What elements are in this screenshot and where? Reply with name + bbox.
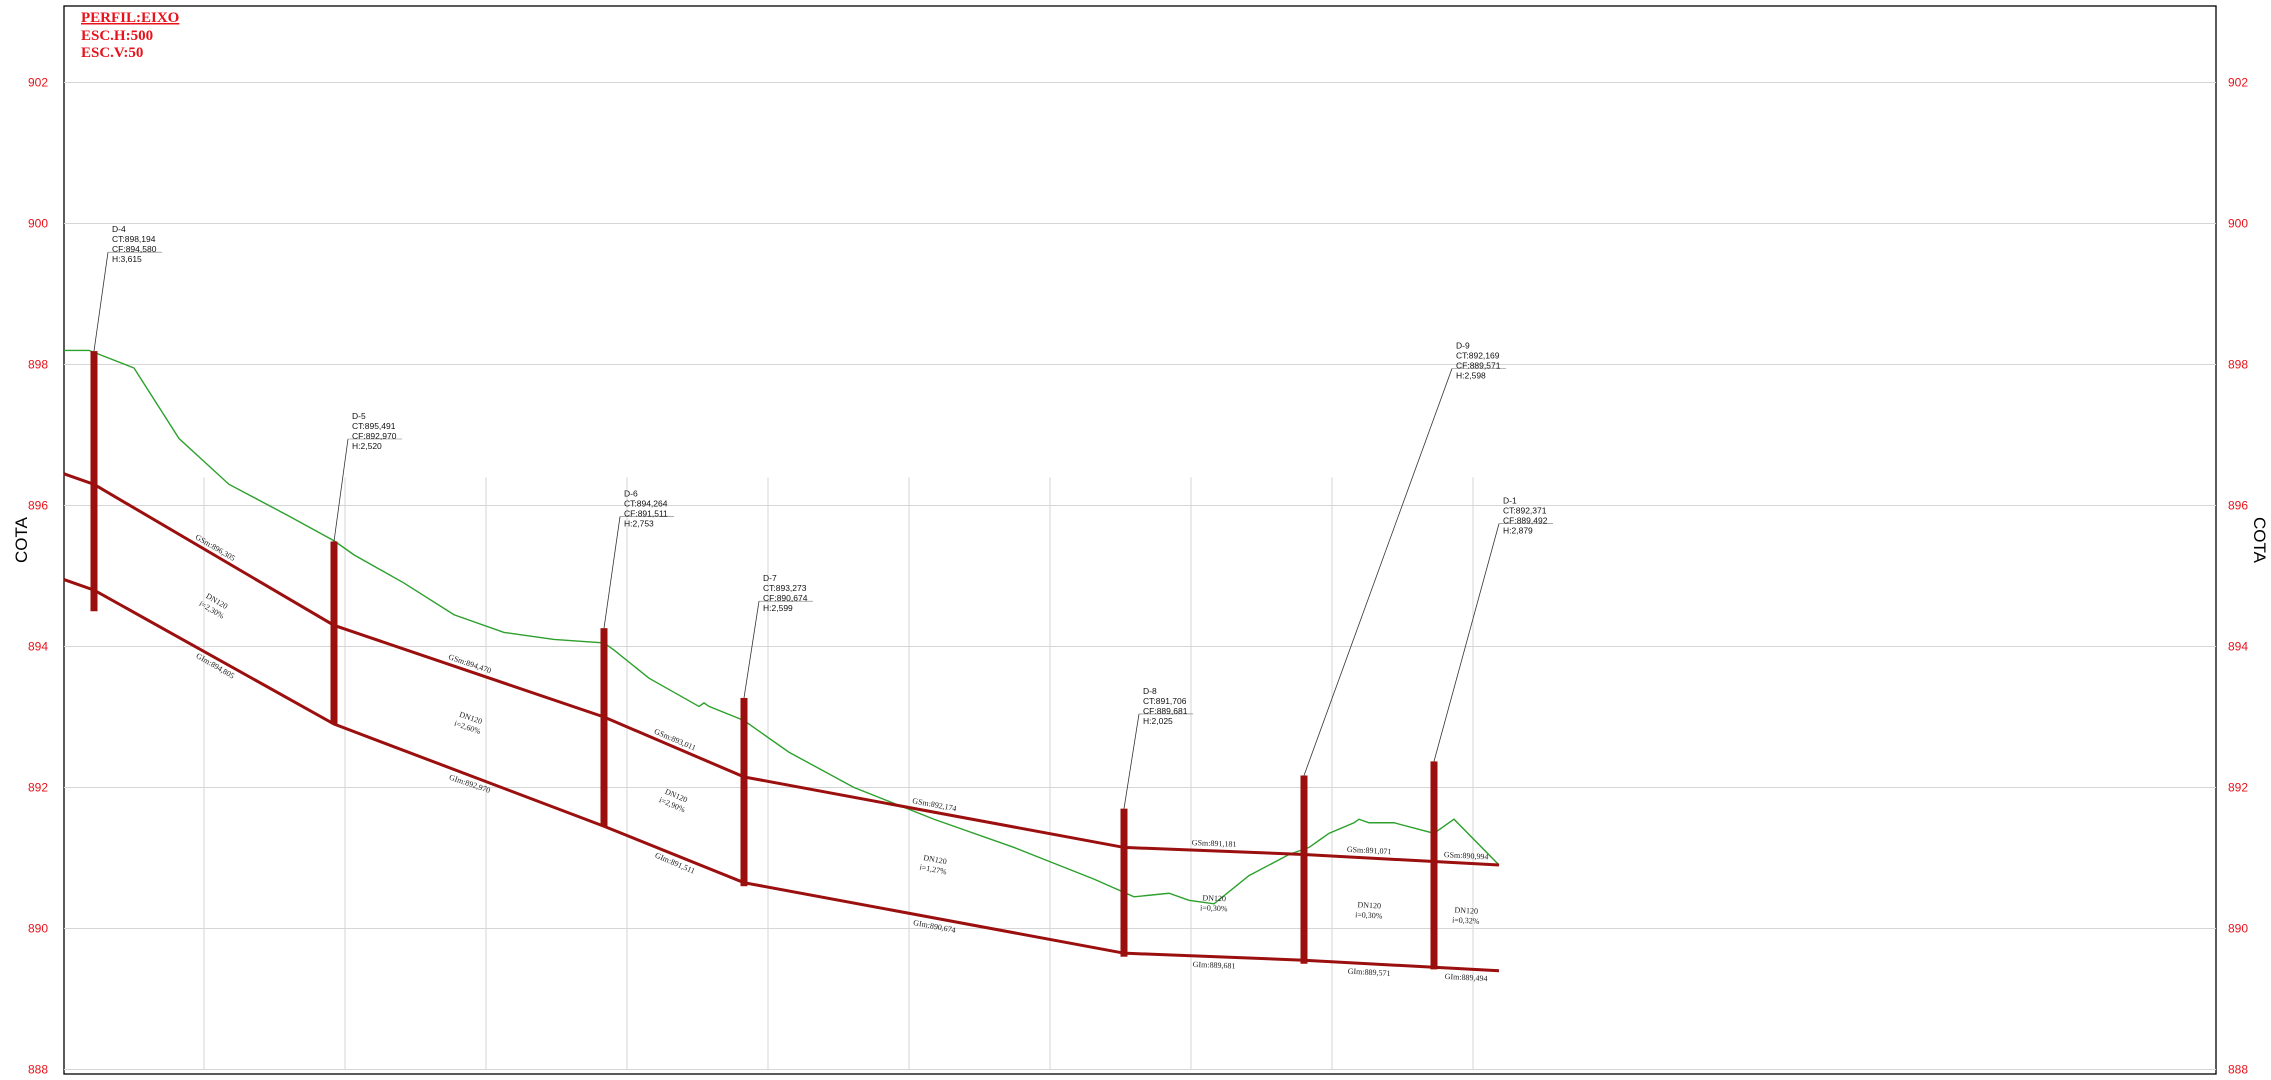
title-scale-h: ESC.H:500 xyxy=(81,28,153,44)
diameter-label: DN120 xyxy=(1202,893,1226,903)
callout-line: CT:892,371 xyxy=(1503,506,1547,516)
callout-line: H:2,753 xyxy=(624,519,654,529)
title-block: PERFIL:EIXO ESC.H:500 ESC.V:50 xyxy=(81,10,179,61)
pipe-top-line xyxy=(63,472,1500,867)
manhole-well xyxy=(1430,761,1438,970)
pipe-layer xyxy=(63,472,1500,973)
callout-line: D-7 xyxy=(763,573,777,583)
top-elevation-label: GSm:891,071 xyxy=(1347,845,1392,856)
tick-label-right: 894 xyxy=(2228,640,2248,654)
callout-line: H:2,879 xyxy=(1503,526,1533,536)
callout-line: CF:890,674 xyxy=(763,593,808,603)
callout-leader xyxy=(93,252,109,352)
axis-title-left: COTA xyxy=(12,516,31,563)
diameter-label: DN120 xyxy=(923,853,948,866)
pipe-bottom-line xyxy=(63,578,1500,973)
callout-line: H:3,615 xyxy=(112,254,142,264)
bottom-elevation-label: GIm:889,571 xyxy=(1347,967,1390,978)
tick-label-right: 902 xyxy=(2228,76,2248,90)
callout-leader xyxy=(1433,523,1500,762)
slope-label: i=0,32% xyxy=(1452,915,1480,925)
manhole-well xyxy=(740,697,748,887)
callout-line: D-9 xyxy=(1456,341,1470,351)
callout-line: CF:889,571 xyxy=(1456,361,1501,371)
callout-line: D-6 xyxy=(624,489,638,499)
callout-line: CT:898,194 xyxy=(112,234,156,244)
tick-label-right: 896 xyxy=(2228,499,2248,513)
top-elevation-label: GSm:890,994 xyxy=(1444,850,1489,861)
tick-label-right: 888 xyxy=(2228,1063,2248,1077)
tick-label-left: 894 xyxy=(28,640,48,654)
manhole-well xyxy=(600,628,608,827)
callout-line: CF:889,681 xyxy=(1143,706,1188,716)
callout-line: D-4 xyxy=(112,224,126,234)
callout-line: CF:894,580 xyxy=(112,244,157,254)
tick-label-right: 892 xyxy=(2228,781,2248,795)
frame-border xyxy=(63,5,2217,1075)
title-profile: PERFIL:EIXO xyxy=(81,10,179,26)
tick-label-left: 896 xyxy=(28,499,48,513)
callout-leader xyxy=(1123,713,1140,809)
tick-label-right: 898 xyxy=(2228,358,2248,372)
tick-label-left: 902 xyxy=(28,76,48,90)
top-elevation-label: GSm:891,181 xyxy=(1192,838,1237,849)
grid-layer xyxy=(64,82,2216,1070)
callout-line: D-1 xyxy=(1503,496,1517,506)
diameter-label: DN120 xyxy=(1454,906,1478,916)
manhole-well xyxy=(1120,808,1128,957)
tick-label-left: 898 xyxy=(28,358,48,372)
slope-label: i=0,30% xyxy=(1355,910,1383,920)
title-scale-v: ESC.V:50 xyxy=(81,45,143,61)
callout-line: CF:891,511 xyxy=(624,509,668,519)
callout-leader xyxy=(743,601,760,699)
slope-label: i=0,30% xyxy=(1200,903,1228,913)
terrain-layer xyxy=(64,349,1500,905)
bottom-elevation-label: GIm:889,681 xyxy=(1192,960,1235,971)
callout-line: CF:889,492 xyxy=(1503,516,1548,526)
axis-title-right: COTA xyxy=(2250,517,2269,564)
callout-line: H:2,025 xyxy=(1143,716,1173,726)
tick-label-left: 892 xyxy=(28,781,48,795)
bottom-elevation-label: GIm:889,494 xyxy=(1444,972,1487,983)
callout-line: CT:892,169 xyxy=(1456,351,1500,361)
tick-label-right: 900 xyxy=(2228,217,2248,231)
callout-line: D-5 xyxy=(352,411,366,421)
callout-line: CT:895,491 xyxy=(352,421,396,431)
callout-leader xyxy=(1303,368,1453,776)
callout-leader xyxy=(603,516,621,629)
callout-leader xyxy=(333,438,349,542)
callout-line: CT:893,273 xyxy=(763,583,807,593)
tick-label-right: 890 xyxy=(2228,922,2248,936)
callout-line: CT:894,264 xyxy=(624,499,668,509)
callout-line: CF:892,970 xyxy=(352,431,397,441)
manhole-well xyxy=(1300,775,1308,964)
callout-line: D-8 xyxy=(1143,686,1157,696)
terrain-line xyxy=(64,349,1500,905)
callout-line: CT:891,706 xyxy=(1143,696,1187,706)
callout-line: H:2,520 xyxy=(352,441,382,451)
tick-label-left: 900 xyxy=(28,217,48,231)
tick-layer: 902 902 900 900 898 898 896 896 894 894 892 892 890 8… xyxy=(28,76,2248,1077)
callout-line: H:2,598 xyxy=(1456,371,1486,381)
tick-label-left: 890 xyxy=(28,922,48,936)
callout-line: H:2,599 xyxy=(763,603,793,613)
label-layer: GSm:896,305GIm:894,805DN120i=2,30%GSm:89… xyxy=(194,533,1489,984)
tick-label-left: 888 xyxy=(28,1063,48,1077)
diameter-label: DN120 xyxy=(1357,900,1381,910)
manhole-well xyxy=(90,351,98,612)
manhole-well xyxy=(330,541,338,725)
well-layer xyxy=(90,351,1438,970)
